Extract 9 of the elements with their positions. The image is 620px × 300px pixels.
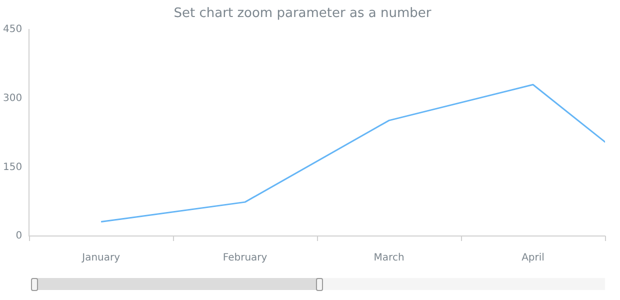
y-tick-label: 150 (2, 162, 22, 173)
y-tick-label: 450 (2, 24, 22, 36)
x-tick-label: March (374, 252, 404, 264)
x-tick-label: February (222, 252, 268, 264)
x-tick-label: January (81, 252, 120, 264)
chart-title: Set chart zoom parameter as a number (174, 6, 432, 22)
y-tick-label: 0 (16, 230, 22, 242)
y-tick-label: 300 (2, 92, 22, 104)
x-tick-label: April (522, 252, 544, 264)
